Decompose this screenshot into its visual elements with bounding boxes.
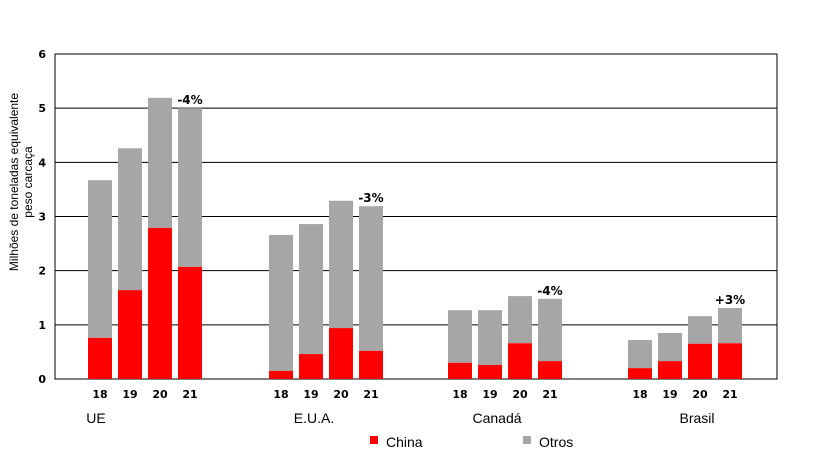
grid (54, 53, 778, 380)
bar-china (628, 368, 652, 379)
y-axis-label-line1: Milhões de toneladas equivalente (7, 93, 21, 271)
bar-china (299, 354, 323, 379)
legend: China Otros (370, 434, 573, 450)
bar-otros (118, 148, 142, 291)
legend-swatch-otros (523, 436, 531, 444)
x-tick-label: 19 (662, 388, 677, 401)
group-label: UE (86, 410, 105, 426)
bar-otros (329, 200, 353, 329)
x-tick-label: 21 (363, 388, 378, 401)
x-tick-label: 20 (512, 388, 528, 401)
x-tick-label: 18 (273, 388, 288, 401)
x-tick-label: 20 (692, 388, 708, 401)
y-axis-label-line2: peso carcaça (21, 146, 35, 218)
x-tick-label: 18 (452, 388, 467, 401)
bar-china (148, 227, 172, 379)
plot-frame (54, 53, 778, 380)
y-tick-label: 5 (38, 102, 46, 115)
bar-china (359, 350, 383, 379)
y-tick-label: 2 (38, 265, 46, 278)
bar-otros (538, 298, 562, 362)
bar-otros (88, 180, 112, 338)
group-label: E.U.A. (294, 410, 334, 426)
bar-otros (718, 308, 742, 344)
y-tick-label: 3 (38, 211, 46, 224)
legend-label-china: China (386, 434, 423, 450)
x-tick-label: 19 (303, 388, 318, 401)
bar-china (88, 337, 112, 379)
bar-china (658, 361, 682, 379)
bar-china (538, 361, 562, 379)
legend-label-otros: Otros (539, 434, 573, 450)
bar-china (329, 328, 353, 379)
change-annotation: -3% (358, 191, 383, 205)
x-tick-label: 21 (542, 388, 557, 401)
y-tick-label: 4 (38, 156, 46, 169)
bar-china (118, 290, 142, 379)
x-tick-label: 18 (92, 388, 107, 401)
bar-otros (508, 296, 532, 344)
x-tick-label: 19 (122, 388, 137, 401)
x-tick-label: 21 (722, 388, 737, 401)
change-annotation: -4% (177, 93, 202, 107)
bar-china (718, 343, 742, 379)
bar-china (178, 266, 202, 379)
group-label: Canadá (472, 410, 521, 426)
x-tick-label: 18 (632, 388, 647, 401)
labels: 0 1 2 3 4 5 6 18 19 20 21 -4% UE 18 19 20 21 -3% E.U.A. 18 1… (38, 48, 745, 426)
y-tick-label: 0 (38, 373, 46, 386)
y-tick-label: 1 (38, 319, 46, 332)
bar-otros (359, 206, 383, 351)
bar-china (508, 343, 532, 379)
legend-swatch-china (370, 436, 378, 444)
x-tick-label: 21 (182, 388, 197, 401)
bar-otros (478, 310, 502, 365)
bar-china (688, 343, 712, 379)
change-annotation: +3% (715, 293, 745, 307)
bar-otros (269, 234, 293, 371)
x-tick-label: 20 (333, 388, 349, 401)
bar-otros (628, 340, 652, 369)
bar-otros (148, 97, 172, 228)
bar-otros (178, 108, 202, 267)
x-tick-label: 20 (152, 388, 168, 401)
group-label: Brasil (679, 410, 714, 426)
bar-otros (448, 310, 472, 363)
bar-otros (658, 332, 682, 362)
bar-china (269, 370, 293, 379)
x-tick-label: 19 (482, 388, 497, 401)
bar-otros (688, 316, 712, 344)
y-tick-label: 6 (38, 48, 46, 61)
bar-otros (299, 224, 323, 355)
bar-china (448, 362, 472, 379)
bar-china (478, 364, 502, 379)
change-annotation: -4% (537, 284, 562, 298)
bars (88, 97, 742, 379)
